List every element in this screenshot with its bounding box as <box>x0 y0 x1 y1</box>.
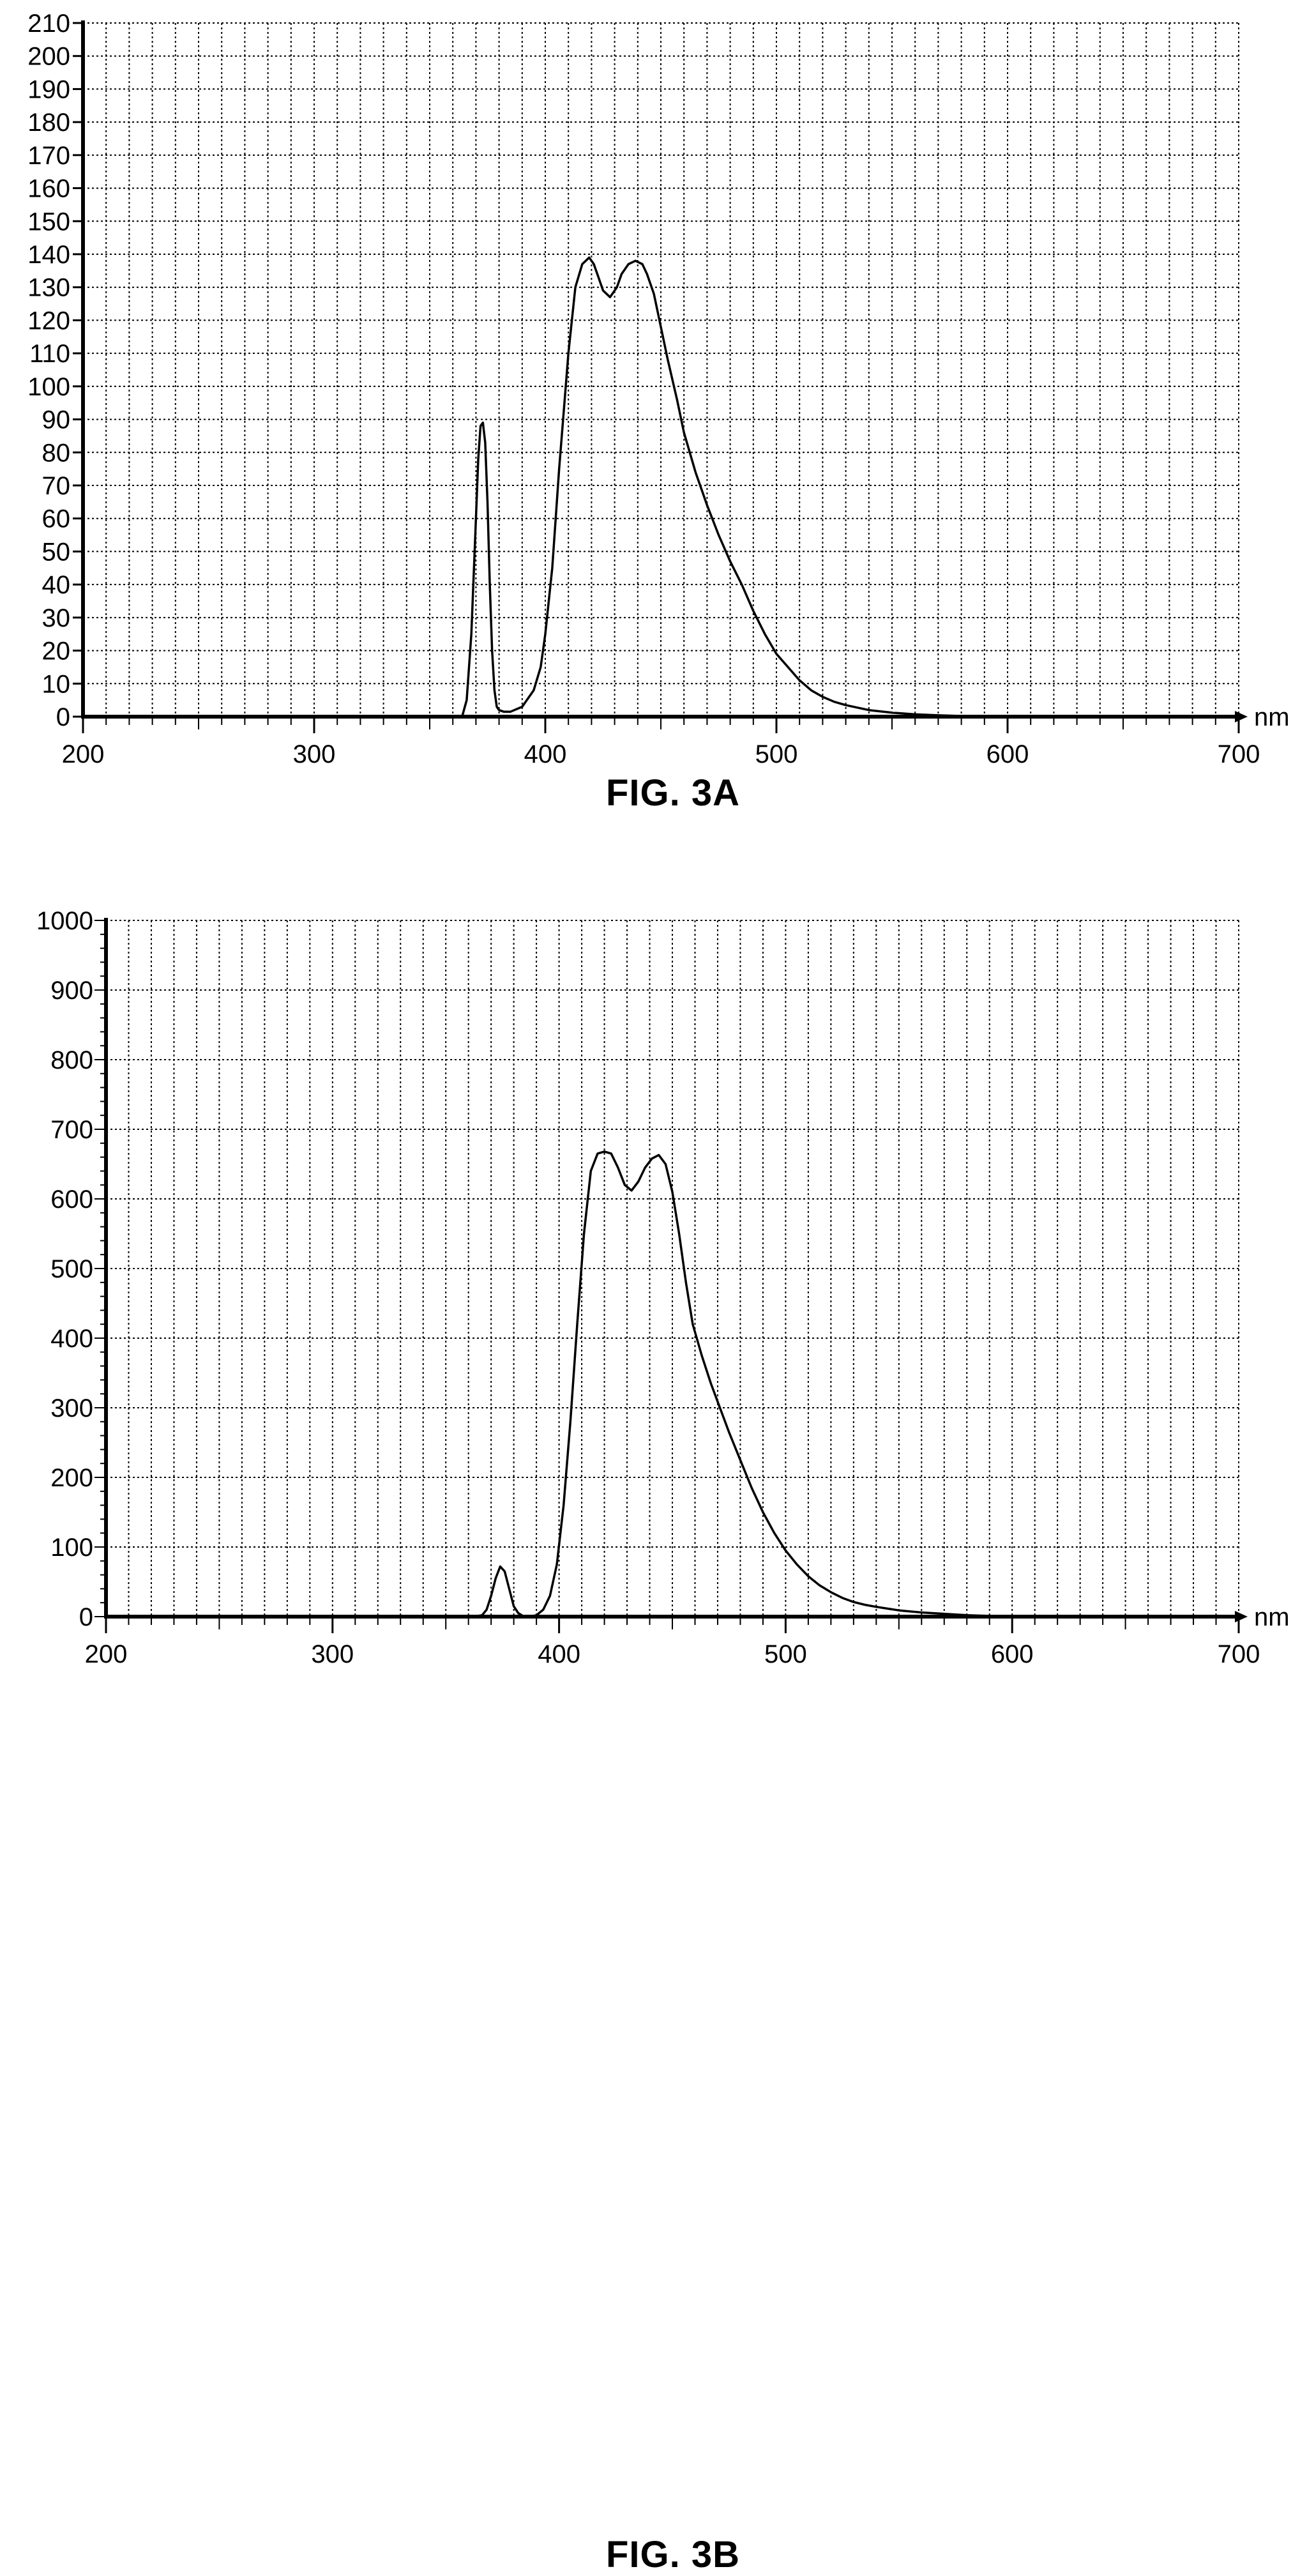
x-tick-label: 300 <box>293 740 336 768</box>
y-tick-label: 700 <box>50 1116 93 1144</box>
x-tick-label: 700 <box>1218 740 1260 768</box>
figure-caption: FIG. 3A <box>605 772 741 814</box>
y-tick-label: 600 <box>50 1185 93 1214</box>
y-tick-label: 120 <box>27 307 70 335</box>
y-tick-label: 180 <box>27 109 70 137</box>
x-axis-arrowhead <box>1235 1611 1248 1622</box>
x-tick-label: 300 <box>311 1640 354 1668</box>
y-tick-label: 800 <box>50 1046 93 1074</box>
y-tick-label: 70 <box>42 472 71 500</box>
y-tick-label: 40 <box>42 571 71 599</box>
x-tick-label: 700 <box>1218 1640 1260 1668</box>
x-axis-label: nm <box>1254 1603 1290 1631</box>
chart-3b: 200 300 400 500 600 700 0 100 200 300 400 500 600 700… <box>36 907 1290 1668</box>
y-tick-label: 140 <box>27 241 70 269</box>
y-tick-label: 200 <box>50 1464 93 1492</box>
y-tick-label: 10 <box>42 670 71 698</box>
y-tick-label: 60 <box>42 505 71 533</box>
y-tick-label: 0 <box>56 703 70 731</box>
y-tick-label: 50 <box>42 538 71 566</box>
figure-3b: 200 300 400 500 600 700 0 100 200 300 400 500 600 700… <box>0 850 1300 2575</box>
y-tick-label: 300 <box>50 1394 93 1422</box>
y-tick-label: 160 <box>27 175 70 203</box>
x-tick-label: 600 <box>991 1640 1034 1668</box>
y-tick-label: 80 <box>42 439 71 467</box>
y-tick-label: 30 <box>42 604 71 632</box>
y-tick-label: 130 <box>27 274 70 302</box>
x-tick-label: 200 <box>62 740 105 768</box>
y-tick-label: 210 <box>27 10 70 38</box>
y-tick-label: 1000 <box>36 907 93 935</box>
x-tick-label: 200 <box>85 1640 128 1668</box>
y-tick-label: 400 <box>50 1325 93 1353</box>
y-tick-label: 0 <box>79 1603 93 1631</box>
y-tick-label: 190 <box>27 75 70 103</box>
x-axis-label: nm <box>1254 703 1290 731</box>
y-tick-label: 110 <box>29 340 70 368</box>
y-tick-label: 20 <box>42 637 71 666</box>
series-line <box>105 1150 1240 1618</box>
y-tick-label: 500 <box>50 1255 93 1283</box>
y-tick-label: 150 <box>27 208 70 236</box>
y-tick-label: 100 <box>27 373 70 401</box>
y-tick-label: 100 <box>50 1534 93 1562</box>
series-line <box>82 256 1240 718</box>
y-tick-label: 90 <box>42 406 71 434</box>
x-tick-label: 500 <box>764 1640 807 1668</box>
y-tick-label: 170 <box>27 142 70 170</box>
y-tick-label: 900 <box>50 977 93 1005</box>
x-tick-label: 600 <box>986 740 1029 768</box>
y-tick-label: 200 <box>27 43 70 71</box>
x-axis-arrowhead <box>1235 711 1248 722</box>
chart-3a: 200 300 400 500 600 700 0 10 20 30 40 50 60 70 80 90 100… <box>27 10 1290 768</box>
figure-3a: 200 300 400 500 600 700 0 10 20 30 40 50 60 70 80 90 100… <box>0 0 1300 850</box>
x-tick-label: 400 <box>524 740 567 768</box>
x-tick-label: 500 <box>755 740 798 768</box>
figure-caption: FIG. 3B <box>605 2534 741 2575</box>
x-tick-label: 400 <box>538 1640 580 1668</box>
